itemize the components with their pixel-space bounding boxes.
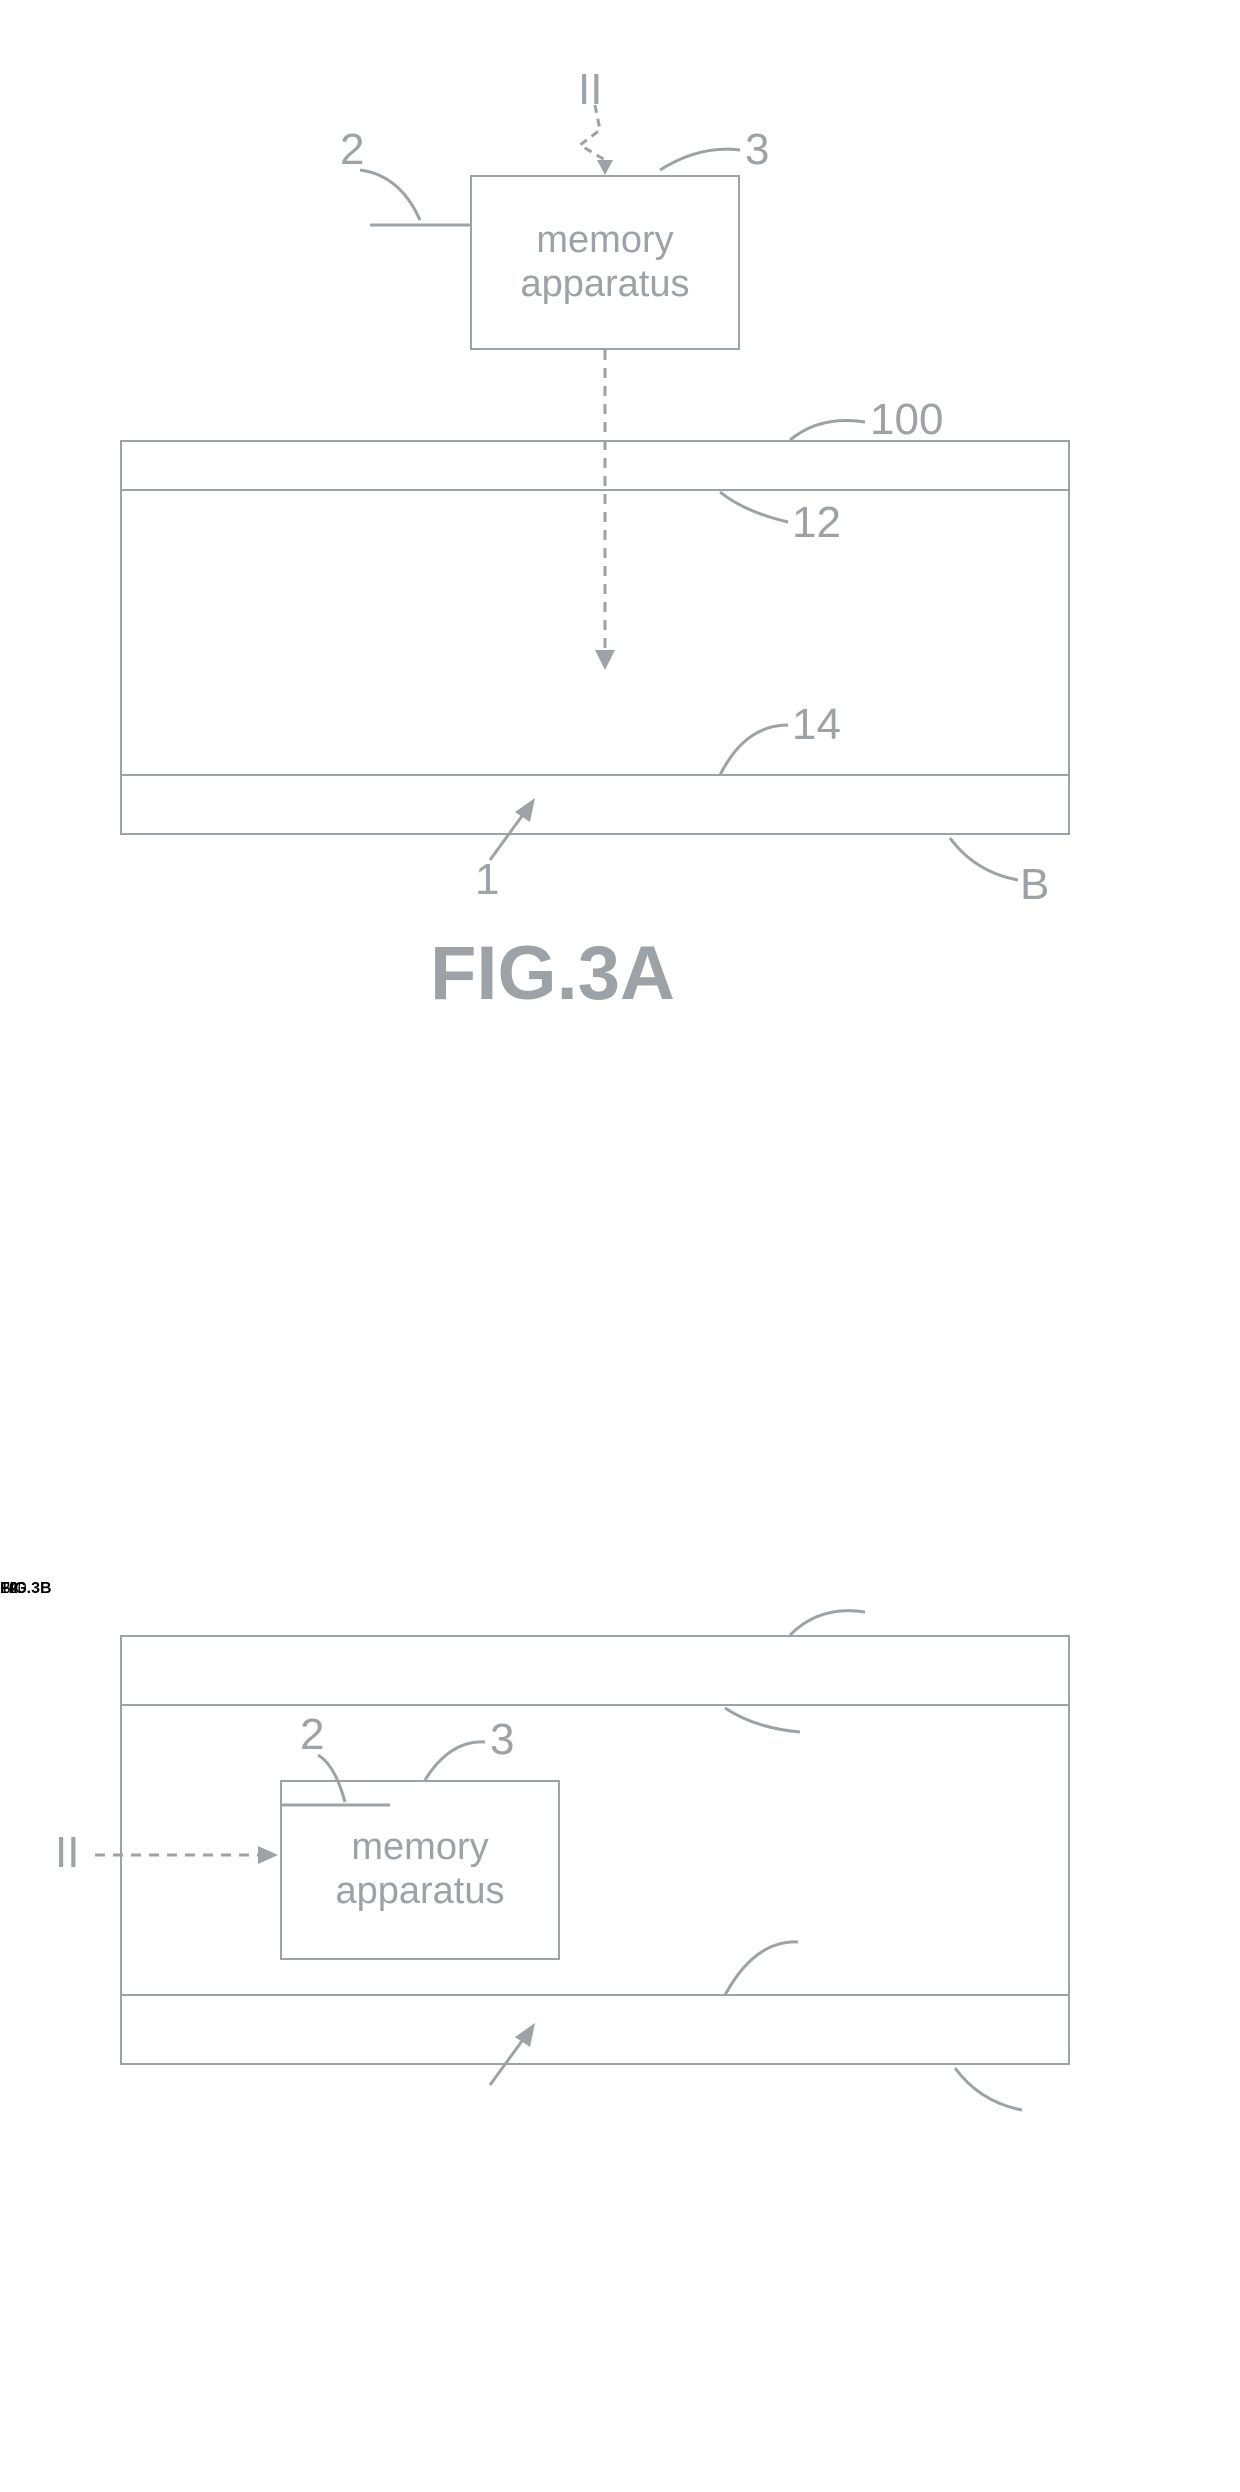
memory-line2-3a: apparatus <box>520 263 689 305</box>
figure-title-3a: FIG.3A <box>430 930 675 1017</box>
label-12-3a: 12 <box>792 498 841 548</box>
memory-text-3a: memory apparatus <box>520 219 689 306</box>
memory-line1-3a: memory <box>536 219 673 261</box>
memory-line1-3b: memory <box>351 1826 488 1868</box>
label-B-3a: B <box>1020 860 1049 910</box>
label-2-3a: 2 <box>340 125 364 175</box>
figure-3a: memory apparatus II 2 3 100 12 14 1 B FI… <box>0 60 1240 1060</box>
label-3-3b: 3 <box>490 1715 514 1765</box>
outer-box-3a <box>120 440 1070 835</box>
outer-box-3b <box>120 1635 1070 2065</box>
memory-text-3b: memory apparatus <box>335 1826 504 1913</box>
label-100-3a: 100 <box>870 395 943 445</box>
memory-box-3b: memory apparatus <box>280 1780 560 1960</box>
figure-title-3b: FIG.3B <box>0 1580 52 1598</box>
label-2-3b: 2 <box>300 1710 324 1760</box>
label-II-3b: II <box>55 1828 79 1878</box>
label-3-3a: 3 <box>745 125 769 175</box>
label-II-3a: II <box>578 65 602 115</box>
label-1-3a: 1 <box>475 855 499 905</box>
figure-3b: memory apparatus II 2 3 100 12 14 1 B FI… <box>0 1580 1240 2380</box>
memory-line2-3b: apparatus <box>335 1870 504 1912</box>
memory-box-3a: memory apparatus <box>470 175 740 350</box>
label-14-3a: 14 <box>792 700 841 750</box>
